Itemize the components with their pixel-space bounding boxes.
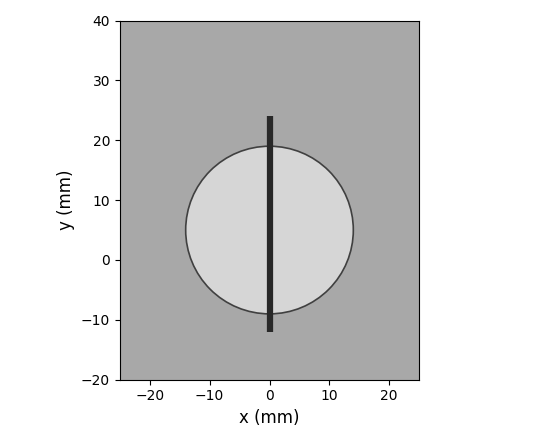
Circle shape [185, 146, 354, 314]
Y-axis label: y (mm): y (mm) [57, 170, 75, 230]
X-axis label: x (mm): x (mm) [239, 409, 300, 427]
